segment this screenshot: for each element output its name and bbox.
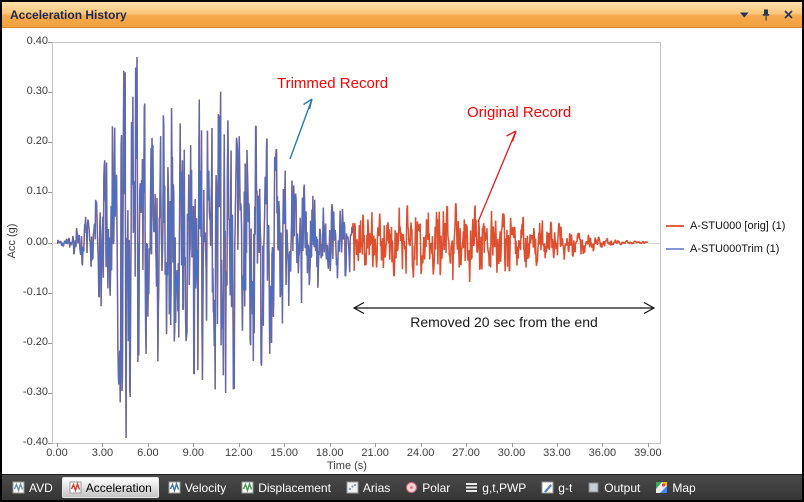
tab-label: Polar [422,480,451,495]
x-tick-label: 9.00 [182,447,205,459]
annotation-trimmed-record: Trimmed Record [277,75,389,92]
g-t-tab-icon [541,481,554,494]
output-tab-icon [587,481,600,494]
pin-button[interactable] [758,7,774,23]
original-record-arrow [477,130,517,223]
tab-arias[interactable]: Arias [340,477,396,498]
y-tick-label: 0.20 [26,135,48,148]
x-tick-label: 18.00 [315,447,344,459]
x-tick-label: 3.00 [91,447,114,459]
x-tick-label: 12.00 [225,447,253,459]
y-tick-label: 0.00 [26,235,48,248]
velocity-tab-icon [168,481,181,494]
tab-output[interactable]: Output [581,477,646,498]
tab-displacement[interactable]: Displacement [235,477,337,498]
tab-label: Acceleration [85,480,152,495]
y-tick-label: 0.40 [26,35,48,47]
g-t-pwp-tab-icon [465,481,478,494]
trimmed-record-arrow [289,98,313,160]
titlebar[interactable]: Acceleration History [2,2,802,28]
tab-polar[interactable]: Polar [399,477,456,498]
legend-line-orig-icon [666,225,684,227]
x-tick-label: 24.00 [406,447,435,459]
chevron-down-icon [739,12,748,17]
close-icon [783,10,793,19]
tab-g-t-pwp[interactable]: g,t,PWP [459,477,532,498]
x-tick-label: 39.00 [634,447,662,459]
y-tick-label: -0.40 [22,436,48,448]
annotation-removed-range: Removed 20 sec from the end [410,314,598,330]
close-button[interactable] [780,7,796,23]
y-tick-label: -0.30 [22,385,48,398]
tab-label: g-t [558,480,573,495]
x-tick-label: 6.00 [137,447,159,459]
avd-tab-icon [12,481,25,494]
legend-item-orig: A-STU000 [orig] (1) [666,220,785,232]
y-tick-label: 0.30 [26,85,48,98]
removed-range-arrow [352,301,656,315]
acceleration-tab-icon [69,481,82,494]
tab-velocity[interactable]: Velocity [162,477,232,498]
tab-acceleration[interactable]: Acceleration [61,477,159,498]
legend: A-STU000 [orig] (1) A-STU000Trim (1) [666,220,785,266]
tab-map[interactable]: Map [649,477,701,498]
tab-label: AVD [29,480,53,495]
x-tick-label: 36.00 [588,447,617,459]
arias-tab-icon [346,481,359,494]
tab-g-t[interactable]: g-t [535,477,578,498]
tab-avd[interactable]: AVD [6,477,59,498]
tab-bar: AVD Acceleration Velocity Displacement Arias… [2,474,802,500]
chart-canvas[interactable] [2,28,802,474]
x-tick-label: 0.00 [46,447,68,459]
tab-label: Output [604,480,641,495]
legend-line-trim-icon [666,248,684,250]
tab-label: Map [672,480,696,495]
pin-icon [762,9,770,20]
map-tab-icon [655,481,668,494]
tab-label: Velocity [184,480,227,495]
displacement-tab-icon [241,481,254,494]
legend-item-trim: A-STU000Trim (1) [666,243,785,255]
x-tick-label: 21.00 [361,447,389,459]
x-axis-title: Time (s) [327,460,367,472]
tab-label: Arias [362,480,391,495]
legend-label-trim: A-STU000Trim (1) [690,243,780,255]
window-title: Acceleration History [10,7,127,22]
y-tick-label: -0.10 [22,285,48,298]
x-tick-label: 27.00 [452,447,480,459]
tab-label: g,t,PWP [482,480,527,495]
chart-area: Acc (g) 0.40 0.30 0.20 0.10 0.00 -0.10 -0.20 -0… [2,28,802,474]
x-tick-label: 33.00 [543,447,571,459]
y-tick-label: -0.20 [22,335,48,348]
y-tick-label: 0.10 [26,185,48,198]
legend-label-orig: A-STU000 [orig] (1) [690,220,786,232]
x-tick-label: 30.00 [497,447,526,459]
tab-label: Displacement [258,480,331,495]
titlebar-buttons [736,7,796,23]
polar-tab-icon [405,481,418,494]
x-tick-label: 15.00 [270,447,299,459]
annotation-original-record: Original Record [467,104,572,121]
dropdown-button[interactable] [736,7,752,23]
